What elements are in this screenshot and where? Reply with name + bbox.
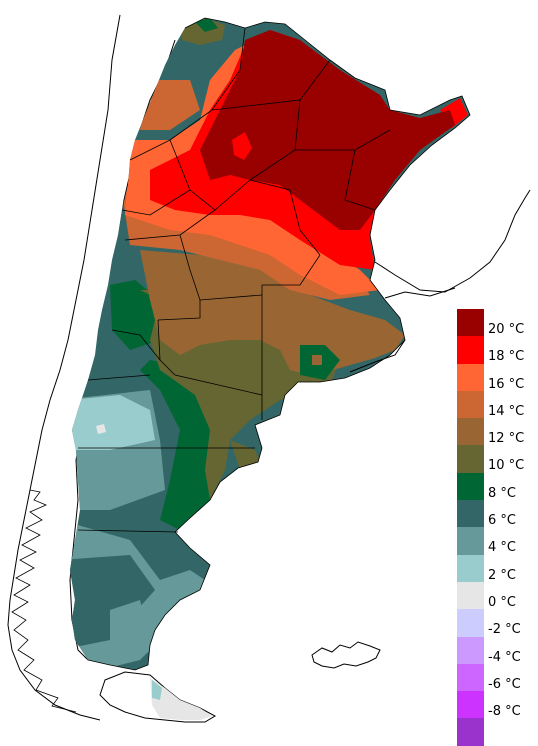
legend-entry: -8 °C — [457, 691, 537, 720]
legend-entry — [457, 718, 537, 746]
legend-label: -6 °C — [488, 676, 521, 692]
legend-swatch — [457, 472, 484, 501]
legend-entry: 10 °C — [457, 445, 537, 474]
legend-swatch — [457, 718, 484, 746]
legend-swatch — [457, 691, 484, 719]
legend-swatch — [457, 527, 484, 555]
legend-swatch — [457, 636, 484, 664]
legend-entry: 2 °C — [457, 554, 537, 583]
legend-entry: 6 °C — [457, 500, 537, 529]
legend-swatch — [457, 309, 484, 337]
legend-entry: 0 °C — [457, 581, 537, 610]
temperature-legend: 20 °C 18 °C 16 °C 14 °C 12 °C 10 °C 8 °C… — [457, 309, 537, 746]
legend-entry: 4 °C — [457, 527, 537, 556]
legend-swatch — [457, 500, 484, 528]
legend-swatch — [457, 445, 484, 473]
legend-swatch — [457, 336, 484, 364]
province-borders — [77, 17, 471, 671]
legend-label: -8 °C — [488, 704, 521, 720]
legend-swatch — [457, 418, 484, 446]
chile-fjords-line — [11, 489, 77, 713]
legend-swatch — [457, 390, 484, 419]
legend-swatch — [457, 609, 484, 637]
legend-swatch — [457, 663, 484, 692]
tierra-del-fuego-teal — [152, 680, 162, 700]
chile-coast-line — [7, 14, 121, 721]
uruguay-outline — [374, 189, 531, 293]
legend-label: 0 °C — [488, 594, 516, 610]
legend-label: 14 °C — [488, 403, 525, 419]
legend-entry: 14 °C — [457, 390, 537, 419]
legend-entry: 12 °C — [457, 418, 537, 447]
legend-entry: -2 °C — [457, 609, 537, 638]
legend-entry: -6 °C — [457, 663, 537, 692]
legend-label: 12 °C — [488, 431, 525, 447]
legend-swatch — [457, 581, 484, 610]
legend-entry: 20 °C — [457, 309, 537, 337]
legend-label: -2 °C — [488, 622, 521, 638]
legend-swatch — [457, 554, 484, 582]
legend-entry: 16 °C — [457, 363, 537, 392]
tierra-del-fuego-fill — [150, 678, 212, 720]
legend-label: 16 °C — [488, 376, 525, 392]
legend-label: 4 °C — [488, 540, 516, 556]
legend-entry: 18 °C — [457, 336, 537, 365]
legend-label: 20 °C — [488, 322, 525, 337]
legend-label: 10 °C — [488, 458, 525, 474]
legend-label: 6 °C — [488, 513, 516, 529]
legend-label: -4 °C — [488, 649, 521, 665]
legend-entry: 8 °C — [457, 472, 537, 501]
malvinas-islands — [311, 641, 381, 669]
legend-label: 18 °C — [488, 349, 525, 365]
atlantic-coast-line — [349, 339, 406, 373]
uruguay-coast — [384, 287, 456, 299]
legend-label: 2 °C — [488, 567, 516, 583]
legend-entry: -4 °C — [457, 636, 537, 665]
legend-swatch — [457, 363, 484, 391]
legend-label: 8 °C — [488, 485, 516, 501]
